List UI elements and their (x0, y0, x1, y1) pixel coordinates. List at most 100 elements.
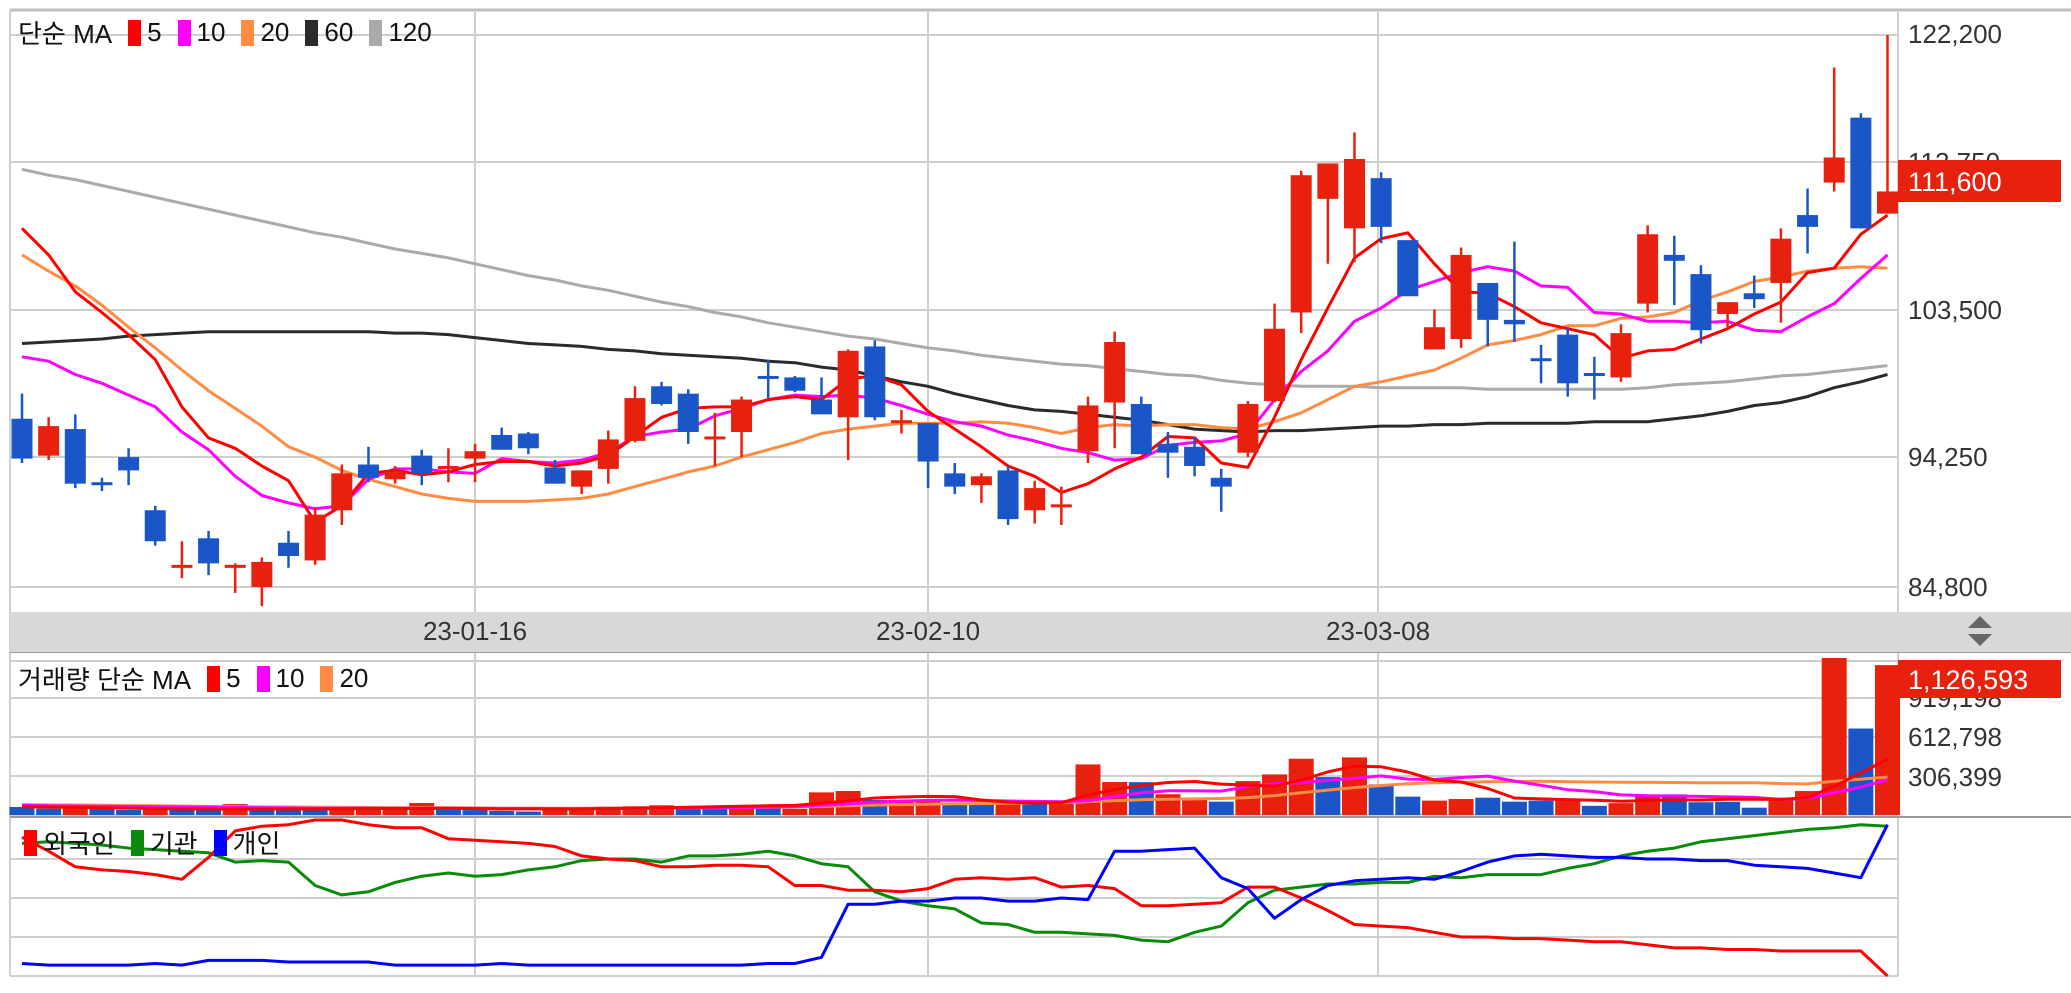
candle[interactable] (757, 359, 779, 399)
candle[interactable] (1104, 331, 1126, 449)
candle[interactable] (11, 393, 33, 464)
candle[interactable] (224, 563, 246, 593)
price-candles[interactable] (11, 35, 1899, 607)
volume-bar[interactable] (9, 807, 35, 815)
candle[interactable] (1130, 396, 1152, 455)
candle[interactable] (1503, 241, 1525, 342)
candle[interactable] (784, 375, 806, 393)
candle[interactable] (38, 417, 60, 461)
candle[interactable] (1770, 228, 1792, 323)
candle[interactable] (1024, 480, 1046, 524)
candle[interactable] (1743, 275, 1765, 309)
volume-bar[interactable] (542, 810, 568, 815)
candle[interactable] (1823, 67, 1845, 192)
volume-bar[interactable] (1741, 807, 1767, 815)
volume-bar[interactable] (382, 807, 408, 815)
volume-bar[interactable] (995, 801, 1021, 815)
volume-bar[interactable] (755, 808, 781, 815)
candle[interactable] (651, 381, 673, 406)
volume-bar[interactable] (702, 808, 728, 815)
candle[interactable] (1077, 396, 1099, 464)
candle[interactable] (1423, 309, 1445, 350)
candle[interactable] (1397, 240, 1419, 297)
volume-bar[interactable] (569, 809, 595, 815)
candle[interactable] (357, 446, 379, 483)
volume-bar[interactable] (1048, 803, 1074, 815)
candle[interactable] (384, 465, 406, 484)
volume-bar[interactable] (329, 807, 355, 815)
candle[interactable] (1184, 436, 1206, 477)
candle[interactable] (624, 386, 646, 443)
volume-bar[interactable] (62, 808, 88, 815)
volume-bar[interactable] (169, 808, 195, 815)
panel-resize-handle-icon[interactable] (1968, 616, 1992, 646)
candle[interactable] (1530, 344, 1552, 384)
candle[interactable] (811, 377, 832, 415)
volume-bar[interactable] (1315, 777, 1341, 815)
volume-bar[interactable] (729, 806, 755, 815)
volume-bar[interactable] (942, 803, 968, 815)
candle[interactable] (864, 340, 886, 421)
candle[interactable] (1637, 225, 1659, 313)
volume-bar[interactable] (435, 808, 461, 815)
candle[interactable] (1690, 265, 1712, 344)
volume-bar[interactable] (142, 807, 168, 815)
candle[interactable] (491, 427, 513, 450)
candle[interactable] (1797, 188, 1819, 254)
candle[interactable] (1264, 303, 1286, 403)
candle[interactable] (1450, 247, 1472, 348)
volume-bar[interactable] (1155, 794, 1181, 815)
candle[interactable] (278, 530, 299, 568)
candle[interactable] (1663, 235, 1685, 306)
candle[interactable] (970, 473, 992, 503)
candle[interactable] (597, 430, 619, 484)
volume-bar[interactable] (595, 806, 621, 815)
volume-bar[interactable] (1528, 800, 1554, 815)
candle[interactable] (1610, 324, 1632, 382)
candle[interactable] (437, 448, 459, 483)
volume-bar[interactable] (1635, 794, 1661, 815)
candle[interactable] (118, 448, 140, 486)
volume-bar[interactable] (1288, 758, 1314, 815)
candle[interactable] (1477, 282, 1499, 347)
candle[interactable] (517, 432, 539, 455)
volume-bar[interactable] (1022, 803, 1048, 815)
volume-bar[interactable] (196, 809, 222, 815)
volume-bar[interactable] (1075, 764, 1101, 815)
volume-bar[interactable] (675, 806, 701, 815)
volume-bar[interactable] (302, 808, 328, 815)
candle[interactable] (1877, 35, 1898, 214)
candle[interactable] (571, 470, 593, 495)
candle[interactable] (144, 505, 166, 546)
volume-bar[interactable] (1448, 799, 1474, 815)
candle[interactable] (837, 349, 859, 461)
candle[interactable] (890, 409, 912, 434)
volume-bar[interactable] (622, 806, 648, 815)
candle[interactable] (704, 412, 726, 466)
candle[interactable] (1290, 170, 1312, 334)
volume-bar[interactable] (1715, 801, 1741, 815)
candle[interactable] (997, 465, 1019, 526)
volume-bar[interactable] (1395, 796, 1421, 815)
candle[interactable] (331, 464, 353, 526)
volume-bar[interactable] (89, 808, 115, 815)
volume-bar[interactable] (1501, 801, 1527, 815)
candle[interactable] (1210, 468, 1232, 512)
volume-bar[interactable] (1421, 800, 1447, 815)
candle[interactable] (171, 541, 193, 579)
candle[interactable] (1157, 432, 1179, 478)
volume-bar[interactable] (1475, 797, 1501, 815)
candle[interactable] (1850, 113, 1872, 229)
candle[interactable] (944, 463, 966, 495)
volume-bar[interactable] (1555, 799, 1581, 815)
volume-bar[interactable] (1768, 800, 1794, 815)
candle[interactable] (1050, 486, 1072, 526)
candle[interactable] (1557, 327, 1579, 397)
candle[interactable] (917, 423, 939, 489)
candle[interactable] (198, 530, 220, 576)
candle[interactable] (1344, 132, 1365, 263)
volume-bar[interactable] (1608, 803, 1634, 815)
candle[interactable] (731, 396, 753, 458)
volume-bar[interactable] (116, 809, 142, 815)
